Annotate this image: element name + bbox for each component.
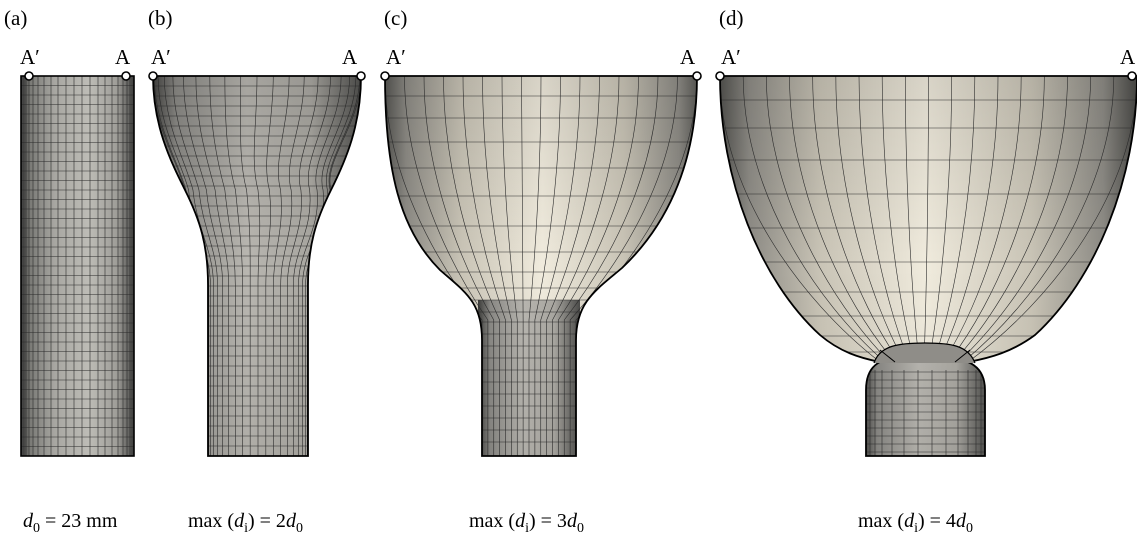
mesh-line bbox=[534, 76, 561, 456]
mesh-line bbox=[423, 76, 495, 456]
mesh-line bbox=[280, 76, 305, 456]
mesh-line bbox=[943, 76, 1022, 363]
mesh-line bbox=[720, 76, 881, 363]
mesh-line bbox=[253, 76, 261, 456]
caption-a: d0 = 23 mm bbox=[23, 510, 118, 536]
caption-d: max (di) = 4d0 bbox=[858, 510, 973, 536]
mesh-grid bbox=[21, 76, 134, 456]
mesh-line bbox=[552, 76, 620, 456]
mesh-line bbox=[209, 76, 236, 456]
mesh-line bbox=[563, 76, 659, 456]
mesh-line bbox=[240, 76, 251, 456]
point-label-a: A bbox=[342, 45, 358, 69]
mesh-line bbox=[789, 76, 895, 363]
mesh-line bbox=[540, 76, 581, 456]
mesh-line bbox=[273, 76, 290, 456]
point-label-a: A bbox=[1120, 45, 1136, 69]
mesh-line bbox=[183, 76, 223, 456]
mesh-line bbox=[293, 76, 331, 456]
point-label-a-prime: A′ bbox=[151, 45, 171, 69]
point-markers bbox=[24, 71, 1137, 81]
mesh-line bbox=[953, 76, 1068, 363]
mesh-line bbox=[742, 76, 886, 363]
mesh-line bbox=[298, 76, 342, 456]
mesh-line bbox=[462, 76, 506, 456]
mesh-line bbox=[546, 76, 600, 456]
panel-label-a: (a) bbox=[4, 6, 27, 30]
mesh-line bbox=[164, 76, 214, 456]
caption-b: max (di) = 2d0 bbox=[188, 510, 303, 536]
mesh-line bbox=[172, 76, 218, 456]
mesh-line bbox=[528, 76, 542, 456]
mesh-line bbox=[443, 76, 500, 456]
point-label-a-prime: A′ bbox=[386, 45, 406, 69]
mesh-line bbox=[835, 76, 905, 363]
mesh-line bbox=[962, 76, 1115, 363]
mesh-grid bbox=[720, 76, 1137, 456]
mesh-line bbox=[812, 76, 900, 363]
mesh-line bbox=[958, 76, 1091, 363]
point-label-a: A bbox=[115, 45, 131, 69]
mesh-line bbox=[881, 76, 915, 363]
mesh-line bbox=[948, 76, 1045, 363]
mesh-line bbox=[265, 76, 274, 456]
panel-a bbox=[20, 75, 135, 457]
panel-d bbox=[719, 75, 1137, 457]
mesh-line bbox=[404, 76, 489, 456]
point-label-a-prime: A′ bbox=[721, 45, 741, 69]
mesh-line bbox=[224, 76, 243, 456]
mesh-line bbox=[766, 76, 890, 363]
point-label-a: A bbox=[680, 45, 696, 69]
mesh-line bbox=[558, 76, 639, 456]
panel-label-d: (d) bbox=[719, 6, 744, 30]
panel-label-b: (b) bbox=[148, 6, 173, 30]
mesh-line bbox=[482, 76, 512, 456]
caption-c: max (di) = 3d0 bbox=[469, 510, 584, 536]
mesh-line bbox=[195, 76, 229, 456]
mesh-line bbox=[938, 76, 999, 363]
point-label-a-prime: A′ bbox=[20, 45, 40, 69]
mesh-line bbox=[933, 76, 976, 363]
mesh-line bbox=[858, 76, 910, 363]
mesh-line bbox=[287, 76, 319, 456]
mesh-line bbox=[302, 76, 350, 456]
mesh-line bbox=[569, 76, 678, 456]
panel-c bbox=[384, 75, 698, 457]
panel-b bbox=[152, 75, 362, 457]
panel-label-c: (c) bbox=[384, 6, 407, 30]
mesh-line bbox=[967, 76, 1137, 363]
mesh-line bbox=[501, 76, 518, 456]
